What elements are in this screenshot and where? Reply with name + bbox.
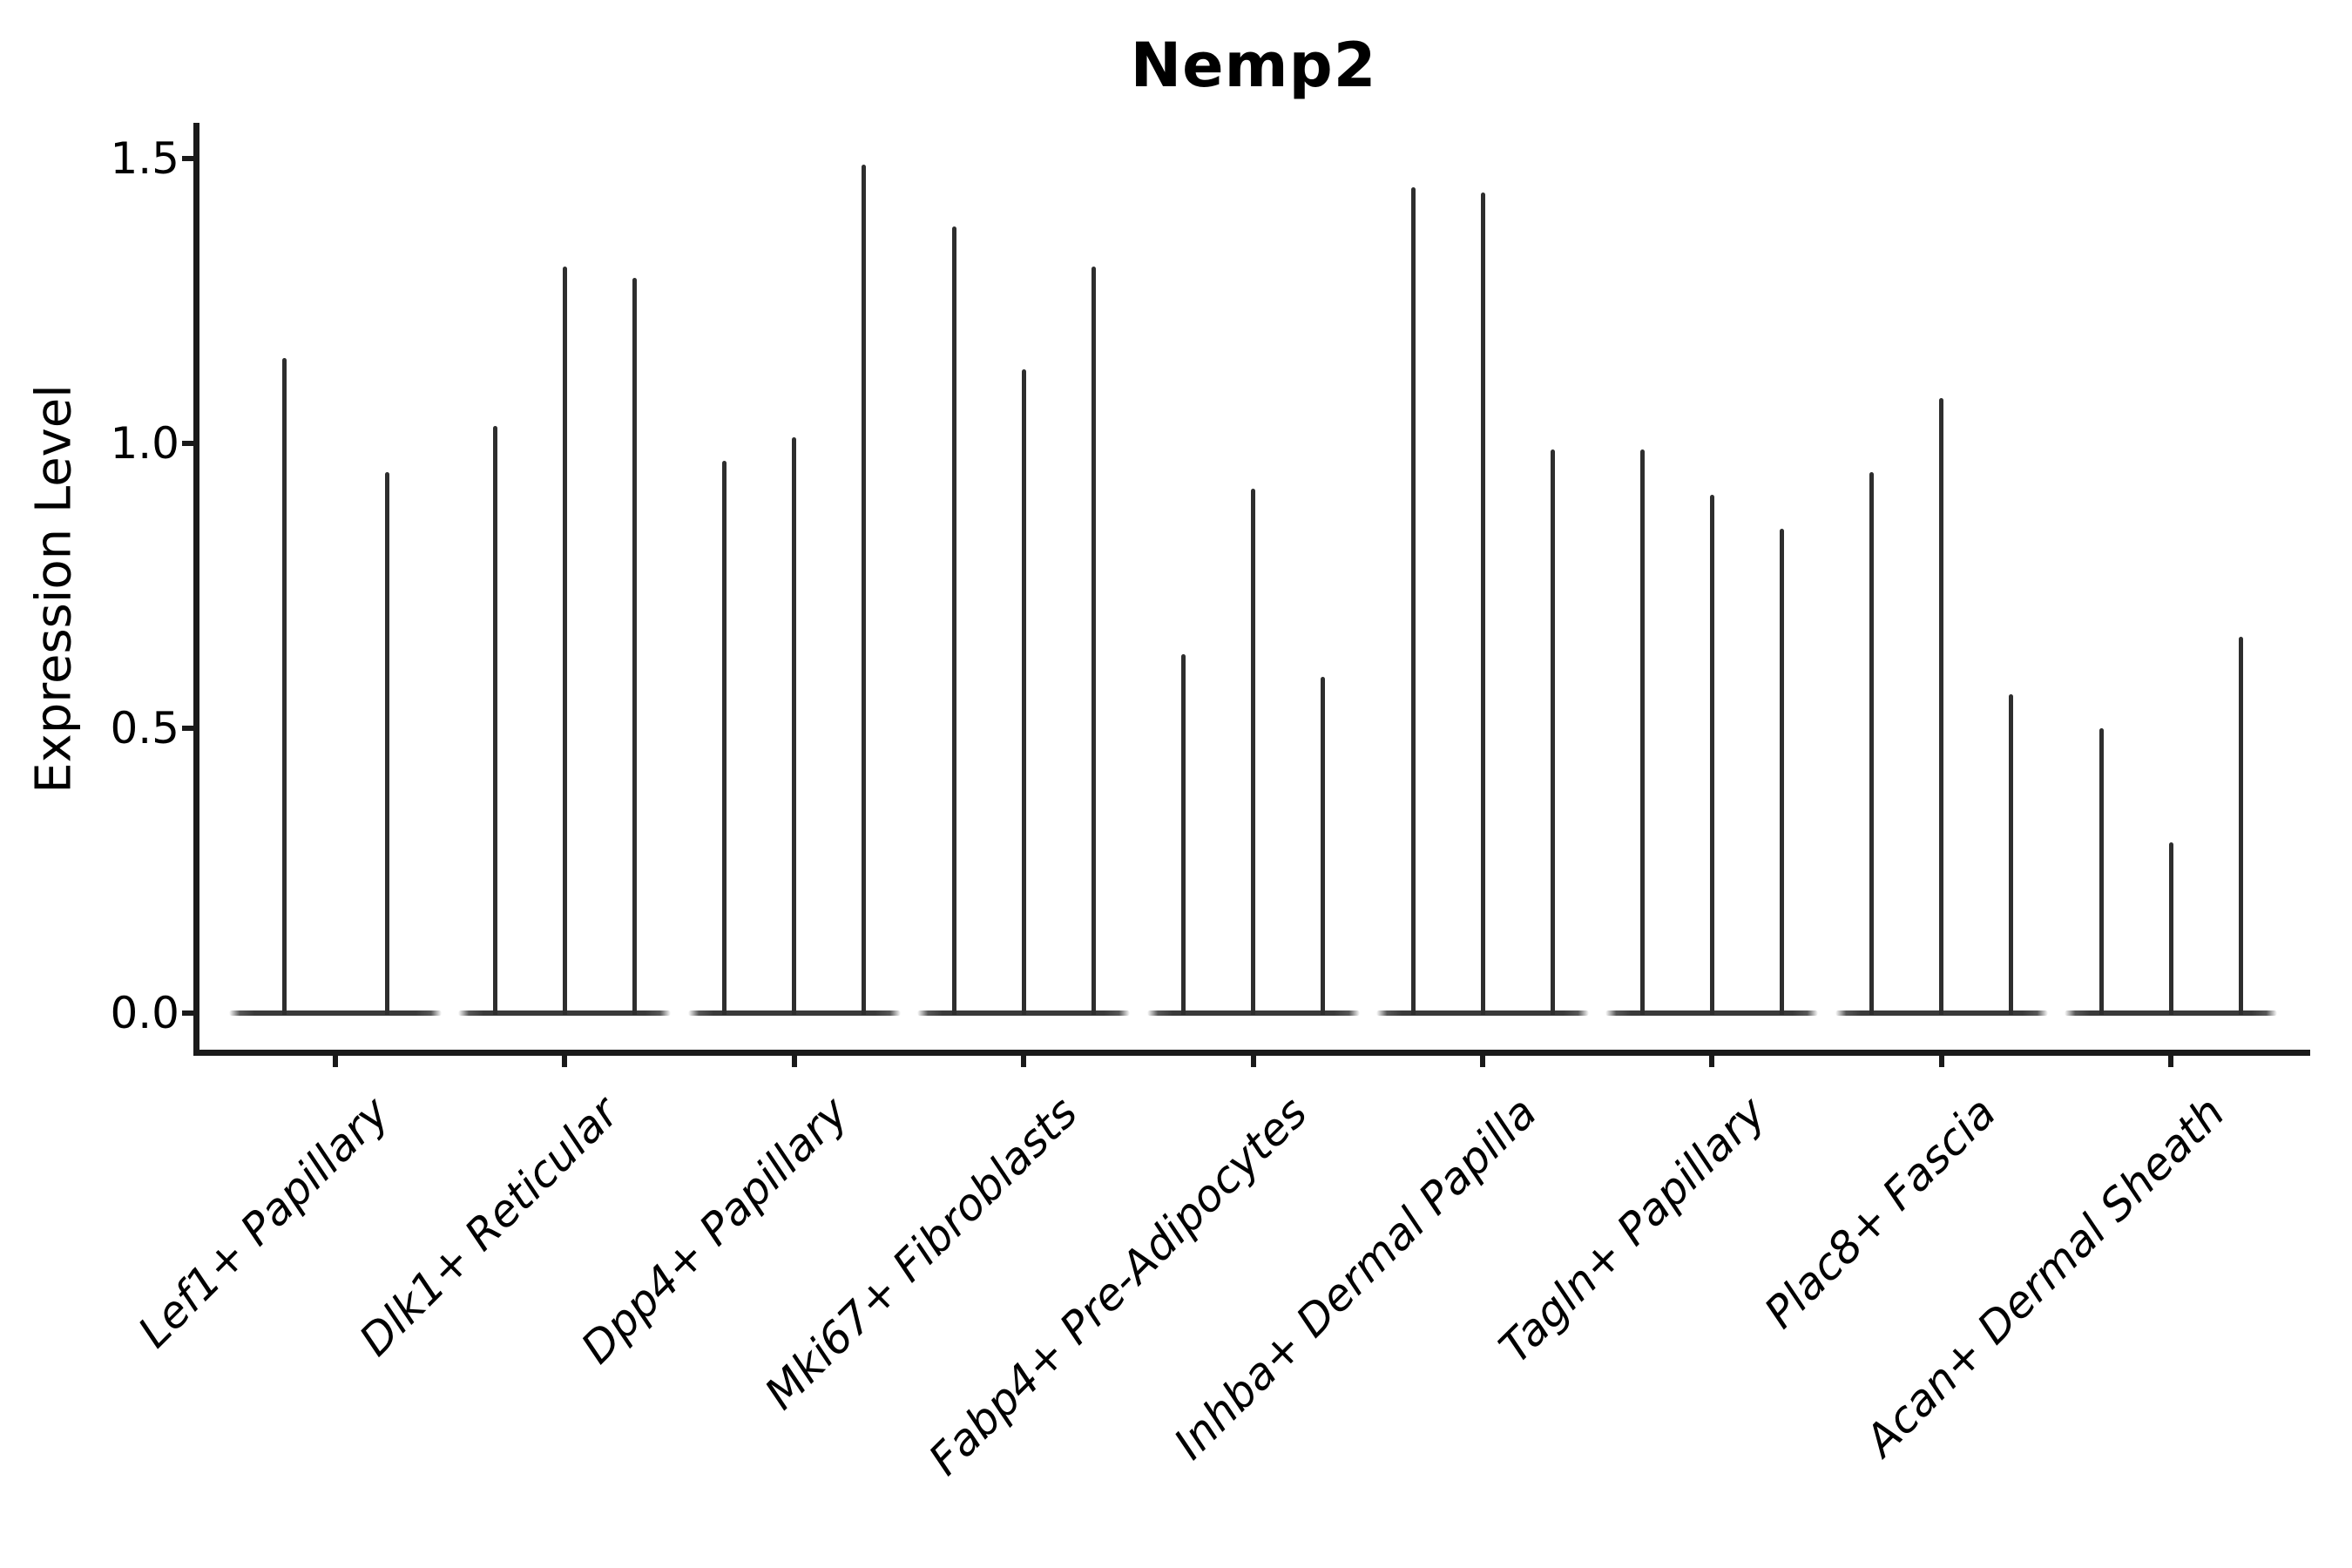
x-tick xyxy=(333,1056,338,1067)
y-tick-label: 0.5 xyxy=(110,703,179,754)
x-tick xyxy=(1021,1056,1027,1067)
violin-spike xyxy=(1181,653,1186,1015)
violin-spike xyxy=(722,460,727,1015)
violin-spike xyxy=(792,437,797,1015)
y-tick-label: 0.0 xyxy=(110,988,179,1038)
violin-spike xyxy=(1091,267,1096,1015)
x-tick xyxy=(1709,1056,1715,1067)
y-tick xyxy=(182,726,193,731)
x-tick-label: Fabp4+ Pre-Adipocytes xyxy=(919,1087,1317,1485)
x-axis-spine xyxy=(193,1050,2310,1056)
x-tick xyxy=(1938,1056,1944,1067)
x-tick-label: Plac8+ Fascia xyxy=(1754,1087,2005,1338)
violin-spike xyxy=(1410,186,1416,1015)
x-tick xyxy=(1250,1056,1256,1067)
violin-spike xyxy=(2099,728,2104,1015)
violin-spike xyxy=(492,426,497,1015)
violin-spike xyxy=(1709,494,1714,1015)
violin-baseline xyxy=(229,1010,442,1016)
y-axis-spine xyxy=(193,123,199,1056)
x-tick-label: Inhba+ Dermal Papilla xyxy=(1164,1087,1547,1470)
chart-title: Nemp2 xyxy=(1130,30,1377,101)
violin-spike xyxy=(1639,449,1645,1015)
y-tick xyxy=(182,156,193,161)
y-tick xyxy=(182,1010,193,1016)
x-tick xyxy=(2168,1056,2174,1067)
violin-spike xyxy=(281,357,287,1015)
violin-spike xyxy=(862,164,867,1015)
violin-spike xyxy=(1939,397,1944,1015)
violin-spike xyxy=(951,226,956,1015)
x-tick-label: Lef1+ Papillary xyxy=(128,1087,400,1358)
y-tick xyxy=(182,441,193,446)
violin-spike xyxy=(1251,489,1256,1015)
x-tick xyxy=(1480,1056,1485,1067)
violin-spike xyxy=(2238,637,2243,1015)
x-tick xyxy=(562,1056,568,1067)
violin-spike xyxy=(1480,193,1485,1015)
y-tick-label: 1.0 xyxy=(110,418,179,469)
violin-spike xyxy=(1321,677,1326,1015)
violin-spike xyxy=(1021,368,1026,1015)
violin-spike xyxy=(562,267,567,1015)
violin-spike xyxy=(1550,449,1555,1015)
y-tick-label: 1.5 xyxy=(110,133,179,184)
violin-spike xyxy=(632,278,637,1015)
violin-spike xyxy=(2009,693,2014,1015)
violin-spike xyxy=(1869,471,1875,1015)
violin-spike xyxy=(2168,841,2173,1015)
x-tick xyxy=(791,1056,797,1067)
violin-spike xyxy=(384,471,389,1015)
violin-spike xyxy=(1779,529,1784,1015)
